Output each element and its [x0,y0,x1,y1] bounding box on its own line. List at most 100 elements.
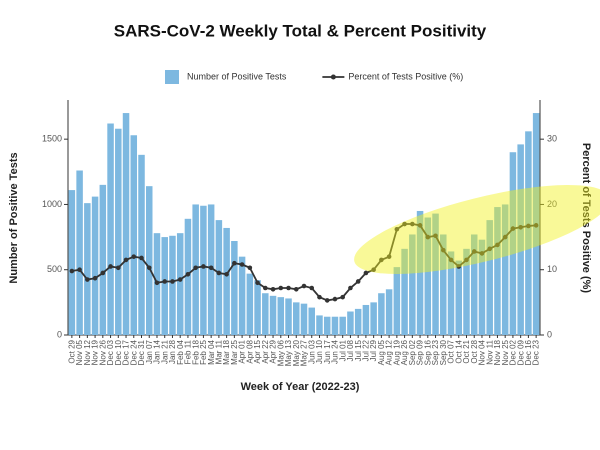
line-point [332,296,338,302]
x-tick-label: May 13 [284,339,293,366]
x-tick-label: Oct 14 [454,339,463,363]
x-tick-label: Mar 18 [222,339,231,364]
line-point [394,226,400,232]
bar [432,213,439,335]
line-point [448,257,454,263]
bar [130,135,138,335]
line-point [495,242,500,248]
bar [424,217,432,335]
bar [145,186,153,335]
line-point [440,247,446,253]
x-tick-label: Nov 19 [91,339,100,365]
bar [501,204,509,335]
line-point [162,279,168,284]
x-tick-label: Feb 18 [191,339,200,364]
bar [347,311,354,335]
x-tick-label: Aug 05 [377,339,386,365]
bar [76,170,83,335]
x-tick-label: May 27 [300,339,309,366]
bar [385,289,393,335]
line-point [154,280,160,286]
bar [262,293,269,335]
line-point [263,285,268,291]
line-point [410,221,415,227]
bar [409,234,416,335]
y2-tick-label: 0 [547,329,552,339]
x-tick-label: Dec 31 [137,339,146,365]
bar [277,297,285,335]
line-point [526,223,531,229]
x-tick-label: Nov 12 [83,339,92,365]
x-axis-title: Week of Year (2022-23) [241,381,360,393]
bar [107,123,114,335]
line-point [417,223,423,228]
line-point [425,234,431,240]
legend-label: Number of Positive Tests [187,71,287,81]
bar [200,205,207,335]
bar [509,152,517,335]
x-tick-label: Apr 01 [238,339,247,363]
x-tick-label: Sep 02 [408,339,417,365]
x-tick-label: Jan 28 [168,339,177,364]
line-point [224,271,229,277]
legend-label: Percent of Tests Positive (%) [348,71,463,81]
bar [494,207,501,335]
line-point [471,249,477,254]
bar [184,218,192,335]
bar [416,210,424,335]
y-tick-label: 1500 [42,134,62,144]
x-tick-label: Mar 11 [214,339,223,364]
x-tick-label: Oct 29 [67,339,76,363]
line-point [278,285,284,291]
x-tick-label: Jan 21 [160,339,169,364]
x-tick-label: Jun 24 [331,339,340,364]
bar [447,251,455,335]
line-point [340,294,345,300]
line-point [92,275,98,281]
y2-tick-label: 30 [547,134,557,144]
x-tick-label: Sep 30 [439,339,448,365]
y-tick-label: 500 [47,264,62,274]
bar [300,303,308,335]
bar [470,234,478,335]
bar [354,308,362,335]
x-tick-label: Sep 23 [431,339,440,365]
bar [517,144,524,335]
y-axis-title: Number of Positive Tests [8,152,20,283]
legend-swatch [330,74,336,80]
line-point [255,280,260,286]
x-tick-label: Apr 15 [253,339,262,363]
bar [339,316,346,335]
x-tick-label: Dec 03 [106,339,115,365]
line-point [201,264,206,269]
line-point [456,264,462,269]
bar [231,241,238,335]
bar [246,273,254,335]
line-point [131,254,137,259]
line-point [309,285,315,291]
x-tick-label: Jun 10 [315,339,324,364]
line-point [487,246,493,252]
bar [254,280,261,335]
bar [455,260,463,335]
x-tick-label: Mar 25 [230,339,239,364]
x-tick-label: Oct 21 [462,339,471,363]
x-tick-label: Dec 16 [524,339,533,365]
line-point [293,287,299,292]
bar [486,220,493,335]
x-tick-label: Sep 09 [416,339,425,365]
line-point [348,285,353,291]
x-tick-label: Oct 28 [470,339,479,363]
y2-axis-title: Percent of Tests Positive (%) [580,143,592,294]
line-point [193,265,198,271]
x-tick-label: Jan 14 [153,339,162,364]
line-point [317,294,322,300]
x-tick-label: Jul 22 [362,339,371,361]
bar [293,302,300,335]
bar [84,203,91,335]
line-point [216,270,222,276]
bar [401,248,408,335]
bar [238,256,246,335]
bar [161,237,168,335]
